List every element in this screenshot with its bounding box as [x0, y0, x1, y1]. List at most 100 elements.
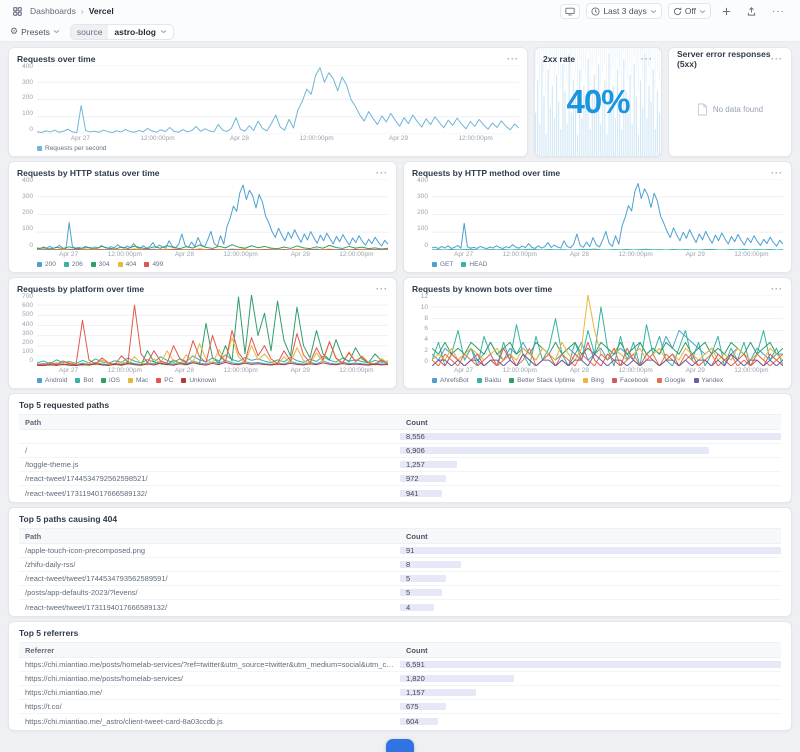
legend-item[interactable]: Mac — [128, 377, 148, 384]
legend-item[interactable]: Android — [37, 377, 67, 384]
top-bar: Dashboards › Vercel Last 3 days Off ··· — [0, 0, 800, 22]
legend-item[interactable]: Baidu — [476, 377, 501, 384]
legend-item[interactable]: 404 — [117, 261, 136, 268]
column-header-path[interactable]: Path — [25, 531, 42, 541]
column-header-count[interactable]: Count — [406, 417, 428, 427]
chart-plot[interactable] — [37, 65, 519, 134]
legend-item[interactable]: Facebook — [612, 377, 649, 384]
legend-item[interactable]: Google — [656, 377, 686, 384]
count-cell: 4 — [400, 603, 781, 612]
panel-title: Requests by known bots over time — [412, 284, 553, 294]
dashboards-grid-icon[interactable] — [10, 4, 25, 19]
legend-item[interactable]: Bot — [75, 377, 93, 384]
share-button[interactable] — [742, 4, 761, 19]
path-cell: /apple-touch-icon-precomposed.png — [25, 546, 146, 555]
chart-legend: 200 206 304 404 499 — [37, 259, 388, 269]
count-cell: 5 — [400, 574, 781, 583]
panel-title: 2xx rate — [543, 54, 576, 64]
legend-item[interactable]: PC — [156, 377, 173, 384]
count-cell: 675 — [400, 702, 781, 711]
rate-sparkline — [535, 48, 661, 156]
table-row[interactable]: / 6,906 — [19, 444, 781, 458]
table-row[interactable]: https://chi.miantiao.me/posts/homelab-se… — [19, 658, 781, 672]
panel-top-requested-paths: Top 5 requested paths Path Count 8,556 /… — [8, 393, 792, 503]
panel-http-method: Requests by HTTP method over time ··· 40… — [403, 161, 792, 273]
breadcrumb: Dashboards › Vercel — [10, 4, 114, 19]
legend-item[interactable]: GET — [432, 261, 453, 268]
panel-top-404-paths: Top 5 paths causing 404 Path Count /appl… — [8, 507, 792, 617]
count-bar — [400, 433, 781, 440]
path-cell: /react-tweet/1744534792562598521/ — [25, 474, 148, 483]
table-title: Top 5 requested paths — [19, 400, 110, 410]
legend-item[interactable]: Bing — [582, 377, 604, 384]
legend-item[interactable]: Better Stack Uptime — [509, 377, 575, 384]
column-header-count[interactable]: Count — [406, 645, 428, 655]
table-row[interactable]: /react-tweet/1731194017666589132/ 941 — [19, 486, 781, 500]
panel-server-errors: Server error responses (5xx) ··· No data… — [668, 47, 792, 157]
table-row[interactable]: /react-tweet/1744534792562598521/ 972 — [19, 472, 781, 486]
legend-item[interactable]: Unknown — [181, 377, 216, 384]
time-range-button[interactable]: Last 3 days — [586, 3, 662, 19]
count-cell: 91 — [400, 546, 781, 555]
chart-plot[interactable] — [432, 179, 783, 250]
table-row[interactable]: /react-tweet/tweet/1744534793562589591/ … — [19, 572, 781, 586]
add-panel-button[interactable] — [717, 4, 736, 19]
panel-known-bots: Requests by known bots over time ··· 12 1… — [403, 277, 792, 389]
breadcrumb-current-vercel[interactable]: Vercel — [88, 6, 114, 16]
panel-menu-button[interactable]: ··· — [771, 53, 783, 64]
presets-button[interactable]: ⚙ Presets — [10, 26, 60, 37]
chart-plot[interactable] — [37, 295, 388, 366]
column-header-count[interactable]: Count — [406, 531, 428, 541]
table-row[interactable]: 8,556 — [19, 430, 781, 444]
table-row[interactable]: /apple-touch-icon-precomposed.png 91 — [19, 544, 781, 558]
legend-item[interactable]: HEAD — [461, 261, 487, 268]
table-row[interactable]: https://t.co/ 675 — [19, 700, 781, 714]
legend-item[interactable]: 499 — [144, 261, 163, 268]
path-cell: https://chi.miantiao.me/_astro/client-tw… — [25, 716, 223, 726]
panel-menu-button[interactable]: ··· — [376, 167, 388, 178]
plus-icon — [722, 7, 731, 15]
panel-menu-button[interactable]: ··· — [507, 53, 519, 64]
more-menu-button[interactable]: ··· — [767, 3, 790, 20]
legend-item[interactable]: iOS — [101, 377, 120, 384]
chart-plot[interactable] — [37, 179, 388, 250]
table-row[interactable]: /react-tweet/tweet/1731194017666589132/ … — [19, 600, 781, 614]
panel-menu-button[interactable]: ··· — [641, 53, 653, 64]
legend-item[interactable]: Yandex — [693, 377, 723, 384]
panel-menu-button[interactable]: ··· — [376, 283, 388, 294]
breadcrumb-dashboards[interactable]: Dashboards — [30, 6, 76, 16]
refresh-icon — [673, 7, 682, 15]
y-axis-labels: 400 300 200 100 0 — [417, 177, 428, 249]
kiosk-mode-button[interactable] — [560, 3, 581, 19]
count-cell: 1,157 — [400, 688, 781, 697]
count-bar — [400, 703, 446, 710]
panel-title: Requests over time — [17, 54, 96, 64]
table-row[interactable]: /posts/app-defaults-2023/?levens/ 5 — [19, 586, 781, 600]
table-row[interactable]: https://chi.miantiao.me/_astro/client-tw… — [19, 714, 781, 728]
panel-menu-button[interactable]: ··· — [771, 283, 783, 294]
chevron-down-icon — [53, 30, 60, 34]
table-row[interactable]: /zhifu-daily-rss/ 8 — [19, 558, 781, 572]
path-cell: https://t.co/ — [25, 702, 62, 711]
legend-item[interactable]: 200 — [37, 261, 56, 268]
path-cell: https://chi.miantiao.me/posts/homelab-se… — [25, 660, 400, 669]
table-row[interactable]: https://chi.miantiao.me/ 1,157 — [19, 686, 781, 700]
panel-2xx-rate: 2xx rate ··· 40% — [534, 47, 662, 157]
count-bar — [400, 475, 446, 482]
legend-item[interactable]: 206 — [63, 261, 83, 268]
column-header-referrer[interactable]: Referrer — [25, 645, 55, 655]
chart-plot[interactable] — [432, 295, 783, 366]
legend-item[interactable]: AhrefsBot — [432, 377, 469, 384]
refresh-interval-button[interactable]: Off — [667, 3, 711, 19]
legend-item[interactable]: 304 — [90, 261, 110, 268]
table-row[interactable]: https://chi.miantiao.me/posts/homelab-se… — [19, 672, 781, 686]
source-filter-chip[interactable]: source astro-blog — [69, 23, 174, 40]
legend-item[interactable]: Requests per second — [37, 145, 106, 152]
chat-bubble[interactable] — [386, 739, 414, 752]
column-header-path[interactable]: Path — [25, 417, 42, 427]
panel-menu-button[interactable]: ··· — [771, 167, 783, 178]
table-row[interactable]: /toggle-theme.js 1,257 — [19, 458, 781, 472]
count-cell: 1,257 — [400, 460, 781, 469]
path-cell: /react-tweet/tweet/1731194017666589132/ — [25, 602, 168, 612]
clock-icon — [591, 6, 600, 16]
